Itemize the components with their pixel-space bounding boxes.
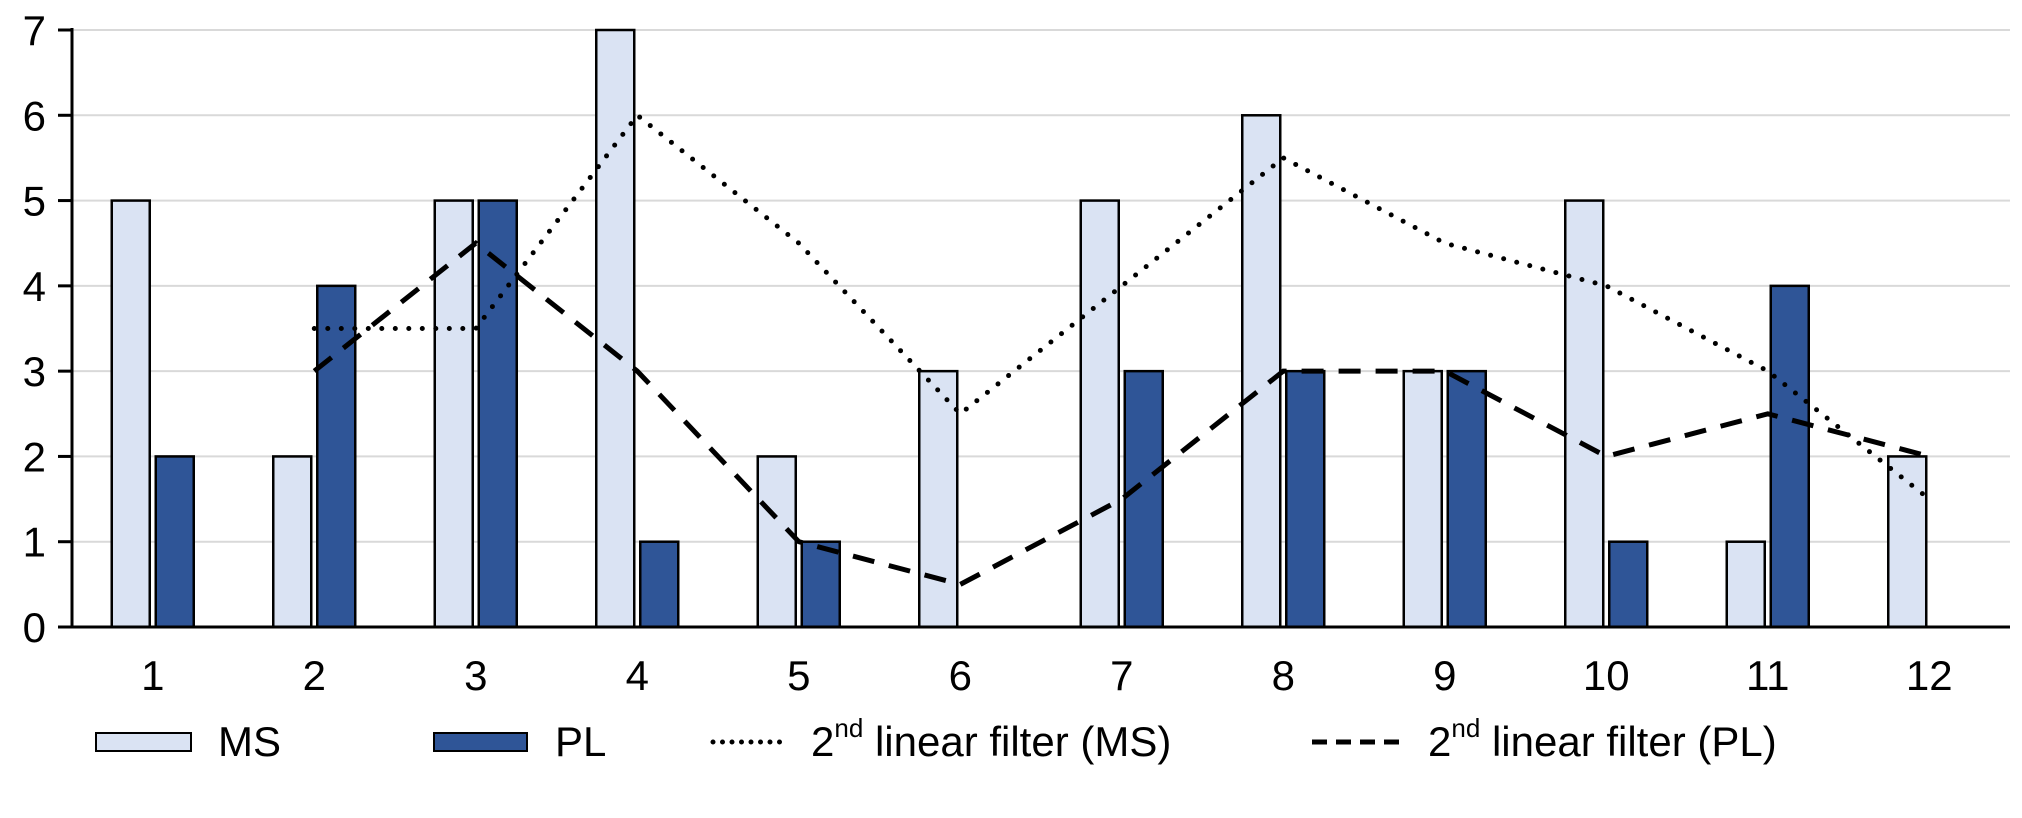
x-tick-label-2: 2 [303,652,326,699]
bar-pl-7 [1123,369,1164,629]
bar-ms-2 [272,455,313,629]
gridlines [72,29,2010,543]
legend-label-filter-pl: 2nd linear filter (PL) [1428,713,1777,765]
legend-label-pl: PL [555,718,607,765]
x-tick-label-7: 7 [1110,652,1133,699]
x-tick-label-9: 9 [1433,652,1456,699]
bar-ms-11 [1725,540,1766,629]
x-tick-label-12: 12 [1906,652,1953,699]
line-filter-ms [311,111,1932,502]
legend-swatch-ms-icon [95,732,192,752]
dashed-line-icon [1312,739,1402,745]
legend-item-filter-ms: 2nd linear filter (MS) [710,713,1172,768]
bar-pl-9 [1446,369,1487,629]
x-tick-label-3: 3 [464,652,487,699]
bar-ms-3 [433,199,474,629]
bar-ms-7 [1079,199,1120,629]
x-tick-label-1: 1 [141,652,164,699]
bar-ms-10 [1564,199,1605,629]
bar-pl-3 [477,199,518,629]
x-tick-label-11: 11 [1746,652,1790,699]
y-tick-label-4: 4 [23,263,46,310]
bar-pl-8 [1285,369,1326,629]
x-tick-label-5: 5 [787,652,810,699]
bar-pl-1 [154,455,195,629]
bar-ms-6 [918,369,959,629]
y-tick-label-5: 5 [23,178,46,225]
bars [110,28,1928,629]
x-tick-label-6: 6 [949,652,972,699]
x-tick-label-8: 8 [1272,652,1295,699]
line-filter-pl [312,240,1930,588]
y-tick-label-1: 1 [23,519,46,566]
bar-pl-4 [639,540,680,629]
bar-ms-8 [1241,114,1282,629]
legend-swatch-pl-icon [433,732,528,752]
bar-pl-2 [316,284,357,629]
legend-item-ms: MS [95,716,281,768]
y-tick-label-7: 7 [23,7,46,54]
bar-pl-10 [1608,540,1649,629]
bar-ms-5 [756,455,797,629]
y-tick-label-0: 0 [23,604,46,651]
dotted-line-icon [710,739,790,745]
bar-ms-1 [110,199,151,629]
legend-label-filter-ms: 2nd linear filter (MS) [811,713,1172,765]
y-tick-label-3: 3 [23,348,46,395]
x-tick-label-10: 10 [1583,652,1630,699]
bar-ms-12 [1887,455,1928,629]
legend: MS PL 2nd linear filter (MS) 2nd linear … [0,713,2022,768]
legend-item-filter-pl: 2nd linear filter (PL) [1312,713,1777,768]
y-tick-label-2: 2 [23,433,46,480]
trend-lines [311,111,1932,588]
bar-ms-4 [595,28,636,629]
legend-label-ms: MS [218,718,281,765]
bar-ms-9 [1402,369,1443,629]
x-tick-label-4: 4 [626,652,649,699]
y-tick-label-6: 6 [23,92,46,139]
legend-item-pl: PL [433,716,606,768]
bar-pl-11 [1769,284,1810,629]
bar-pl-5 [800,540,841,629]
axes [58,28,2010,629]
